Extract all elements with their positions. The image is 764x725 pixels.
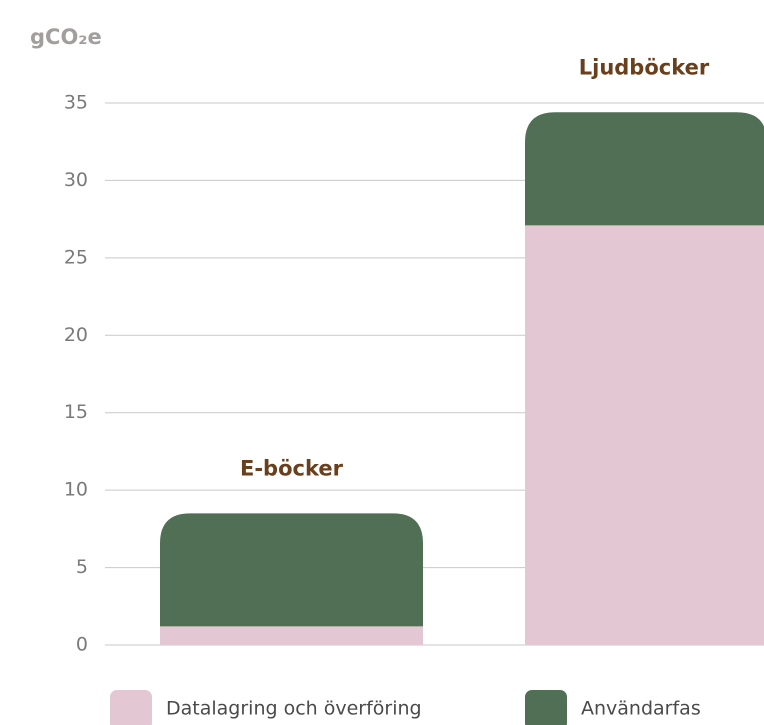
y-tick-label: 35 — [64, 92, 88, 114]
legend-label: Datalagring och överföring — [166, 698, 422, 720]
y-tick-label: 30 — [64, 169, 88, 191]
bar-segment — [160, 626, 423, 645]
category-label: Ljudböcker — [579, 55, 710, 79]
y-tick-label: 5 — [76, 556, 88, 578]
y-tick-label: 0 — [76, 634, 88, 656]
legend-swatch — [110, 690, 152, 725]
y-tick-label: 20 — [64, 324, 88, 346]
legend-swatch — [525, 690, 567, 725]
bar-segment — [160, 513, 423, 627]
y-tick-label: 15 — [64, 401, 88, 423]
bar-segment — [525, 225, 764, 645]
bar-segment — [525, 112, 764, 226]
category-label: E-böcker — [240, 456, 344, 480]
y-tick-label: 25 — [64, 246, 88, 268]
legend-label: Användarfas — [581, 698, 701, 720]
y-tick-label: 10 — [64, 479, 88, 501]
y-axis-title: gCO₂e — [30, 25, 102, 49]
